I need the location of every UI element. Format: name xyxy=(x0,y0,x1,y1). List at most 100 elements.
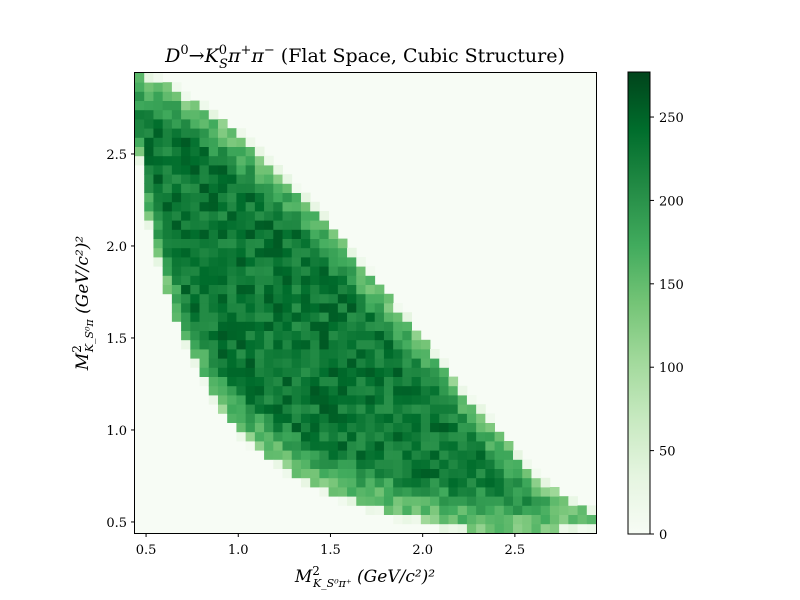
heatmap-cell xyxy=(457,385,468,396)
heatmap-cell xyxy=(383,422,394,433)
heatmap-cell xyxy=(337,238,348,249)
heatmap-cell xyxy=(448,441,459,451)
heatmap-cell xyxy=(356,266,366,276)
heatmap-cell xyxy=(190,192,200,203)
heatmap-cell xyxy=(439,477,449,488)
heatmap-cell xyxy=(356,468,366,479)
heatmap-cell xyxy=(227,165,237,175)
heatmap-cell xyxy=(328,293,339,304)
heatmap-cell xyxy=(190,321,200,331)
heatmap-cell xyxy=(328,321,339,331)
heatmap-cell xyxy=(337,247,348,258)
heatmap-cell xyxy=(319,303,330,313)
heatmap-cell xyxy=(476,468,486,479)
heatmap-cell xyxy=(254,404,265,414)
heatmap-cell xyxy=(227,349,237,359)
heatmap-cell xyxy=(254,376,265,387)
heatmap-cell xyxy=(144,82,154,92)
heatmap-cell xyxy=(485,422,495,433)
heatmap-cell xyxy=(264,376,274,387)
heatmap-cell xyxy=(153,146,164,157)
heatmap-cell xyxy=(365,339,376,350)
heatmap-cell xyxy=(365,505,376,515)
heatmap-cell xyxy=(300,247,311,258)
heatmap-cell xyxy=(227,293,237,304)
heatmap-cell xyxy=(466,441,477,451)
heatmap-cell xyxy=(227,183,237,193)
heatmap-cell xyxy=(227,192,237,203)
heatmap-cell xyxy=(227,174,237,184)
heatmap-cell xyxy=(466,450,477,460)
heatmap-cell xyxy=(273,385,283,396)
y-tick-label: 1.0 xyxy=(106,424,127,439)
heatmap-cell xyxy=(217,183,228,193)
heatmap-cell xyxy=(356,385,366,396)
heatmap-cell xyxy=(300,229,311,239)
heatmap-cell xyxy=(374,477,385,488)
heatmap-cell xyxy=(402,395,412,405)
heatmap-cell xyxy=(291,422,302,433)
heatmap-cell xyxy=(291,339,302,350)
heatmap-cell xyxy=(264,247,274,258)
heatmap-cell xyxy=(374,358,385,368)
heatmap-cell xyxy=(236,229,247,239)
heatmap-cell xyxy=(337,477,348,488)
heatmap-cell xyxy=(153,183,164,193)
heatmap-cell xyxy=(236,339,247,350)
heatmap-cell xyxy=(144,100,154,111)
heatmap-cell xyxy=(393,496,403,506)
heatmap-cell xyxy=(310,367,320,377)
heatmap-cell xyxy=(245,395,256,405)
heatmap-cell xyxy=(319,238,330,249)
heatmap-cell xyxy=(162,155,173,166)
heatmap-cell xyxy=(217,275,228,285)
heatmap-cell xyxy=(181,155,191,166)
heatmap-cell xyxy=(236,183,247,193)
heatmap-cell xyxy=(365,459,376,469)
heatmap-cell xyxy=(171,257,182,267)
y-tick-label: 2.0 xyxy=(106,240,127,255)
heatmap-cell xyxy=(217,165,228,175)
heatmap-cell xyxy=(310,450,320,460)
heatmap-cell xyxy=(457,413,468,423)
heatmap-cell xyxy=(190,211,200,221)
heatmap-cell xyxy=(402,459,412,469)
heatmap-cell xyxy=(319,468,330,479)
heatmap-cell xyxy=(227,155,237,166)
heatmap-cell xyxy=(291,247,302,258)
heatmap-cell xyxy=(153,82,164,92)
heatmap-cell xyxy=(171,174,182,184)
heatmap-cell xyxy=(162,247,173,258)
heatmap-cell xyxy=(337,487,348,497)
heatmap-cell xyxy=(236,431,247,442)
heatmap-cell xyxy=(531,468,542,479)
heatmap-cell xyxy=(227,137,237,147)
heatmap-cell xyxy=(365,321,376,331)
heatmap-cell xyxy=(420,358,431,368)
heatmap-cell xyxy=(254,247,265,258)
heatmap-cell xyxy=(236,349,247,359)
heatmap-cell xyxy=(328,303,339,313)
heatmap-cell xyxy=(337,422,348,433)
heatmap-cell xyxy=(430,385,440,396)
heatmap-cell xyxy=(245,165,256,175)
heatmap-cell xyxy=(236,293,247,304)
heatmap-cell xyxy=(439,376,449,387)
heatmap-cell xyxy=(347,330,357,341)
heatmap-cell xyxy=(208,275,219,285)
heatmap-cell xyxy=(300,339,311,350)
heatmap-cell xyxy=(328,339,339,350)
heatmap-cell xyxy=(264,431,274,442)
heatmap-cell xyxy=(227,385,237,396)
heatmap-cell xyxy=(448,487,459,497)
heatmap-cell xyxy=(586,514,597,525)
heatmap-cell xyxy=(411,385,422,396)
heatmap-cell xyxy=(568,523,578,534)
heatmap-cell xyxy=(328,422,339,433)
heatmap-cell xyxy=(356,450,366,460)
heatmap-cell xyxy=(300,376,311,387)
heatmap-cell xyxy=(522,477,532,488)
heatmap-cell xyxy=(319,385,330,396)
heatmap-cell xyxy=(227,211,237,221)
